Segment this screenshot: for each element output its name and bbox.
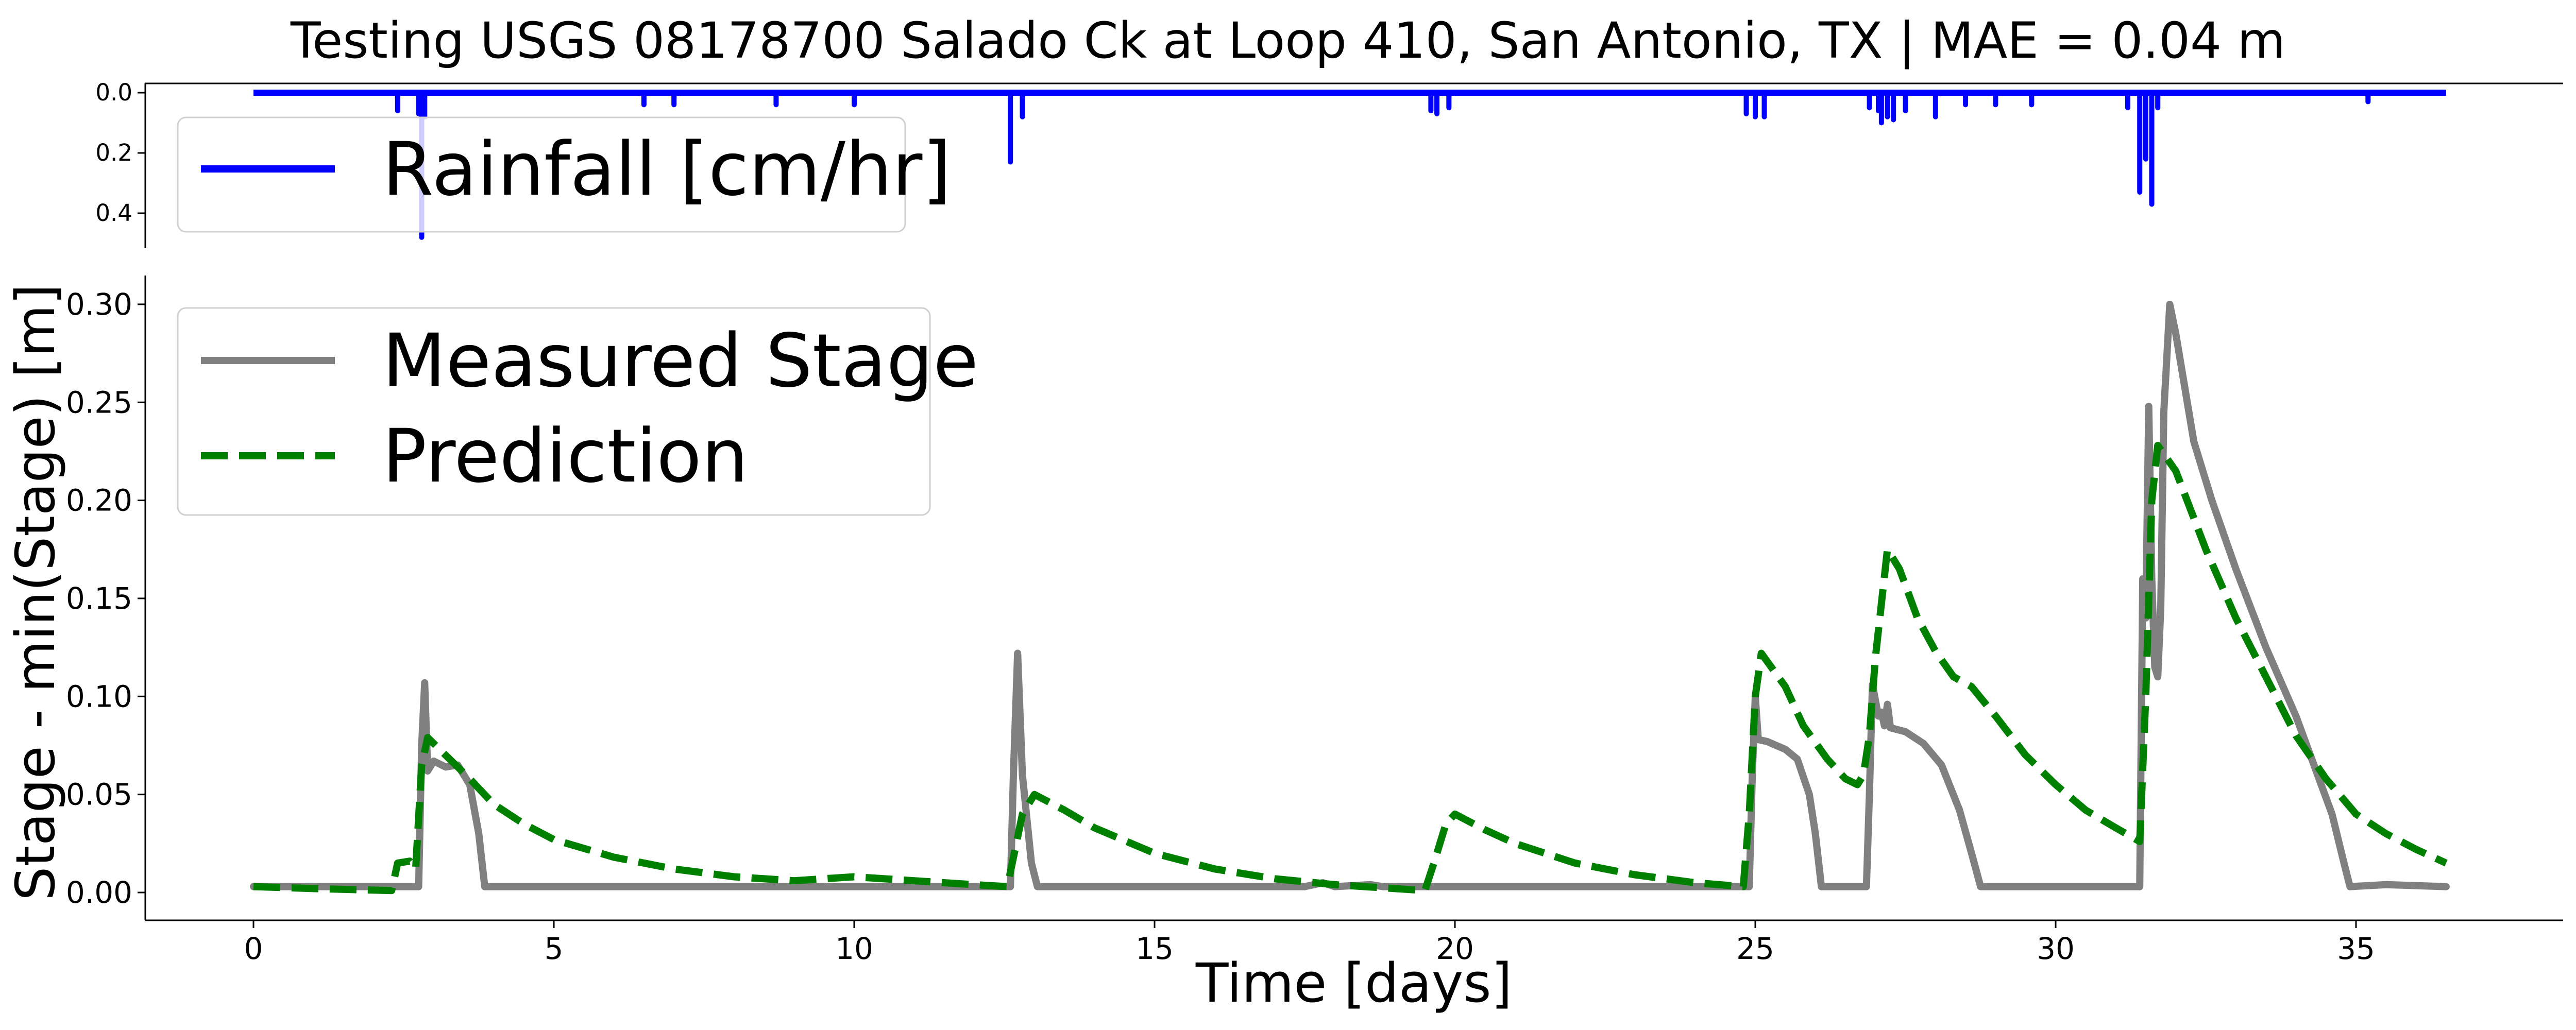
rainfall-y-tick-label: 0.0 xyxy=(95,79,132,106)
y-tick-label: 0.05 xyxy=(66,777,132,812)
x-axis-label: Time [days] xyxy=(1195,952,1512,1015)
x-tick-label: 30 xyxy=(2037,931,2075,966)
rainfall-series xyxy=(253,90,2446,240)
rainfall-panel: 0.0 0.2 0.4 Rainfall [cm/hr] xyxy=(95,79,2563,248)
rainfall-legend-label: Rainfall [cm/hr] xyxy=(382,126,951,212)
y-tick-label: 0.00 xyxy=(66,875,132,910)
x-tick-label: 0 xyxy=(244,931,263,966)
rainfall-y-tick-label: 0.4 xyxy=(95,199,132,227)
y-axis-label: Stage - min(Stage) [m] xyxy=(4,284,67,900)
x-tick-label: 25 xyxy=(1736,931,1774,966)
stage-legend: Measured Stage Prediction xyxy=(177,307,978,516)
stage-panel: 0 5 10 15 20 25 30 35 0.00 0.05 0.10 0.15 0.20 0.25 0.… xyxy=(4,276,2563,1015)
prediction-line xyxy=(253,442,2448,895)
y-tick-label: 0.30 xyxy=(66,287,132,322)
x-tick-label: 20 xyxy=(1436,931,1474,966)
stage-legend-box xyxy=(177,307,931,516)
x-tick-label: 35 xyxy=(2337,931,2375,966)
stage-series xyxy=(250,300,2450,895)
y-tick-label: 0.20 xyxy=(66,483,132,518)
rainfall-y-axis-ticks: 0.0 0.2 0.4 xyxy=(95,79,145,227)
y-tick-label: 0.15 xyxy=(66,581,132,616)
measured-legend-label: Measured Stage xyxy=(382,318,978,404)
chart-title: Testing USGS 08178700 Salado Ck at Loop … xyxy=(290,12,2285,70)
rainfall-legend-box xyxy=(177,116,906,233)
x-tick-label: 10 xyxy=(835,931,873,966)
y-tick-label: 0.25 xyxy=(66,385,132,420)
prediction-legend-label: Prediction xyxy=(382,413,748,499)
rainfall-legend: Rainfall [cm/hr] xyxy=(177,116,951,233)
x-tick-label: 5 xyxy=(545,931,564,966)
rainfall-y-tick-label: 0.2 xyxy=(95,139,132,166)
stage-axis-ticks: 0 5 10 15 20 25 30 35 0.00 0.05 0.10 0.15 0.20 0.25 0.… xyxy=(66,287,2375,966)
x-tick-label: 15 xyxy=(1136,931,1174,966)
y-tick-label: 0.10 xyxy=(66,679,132,714)
